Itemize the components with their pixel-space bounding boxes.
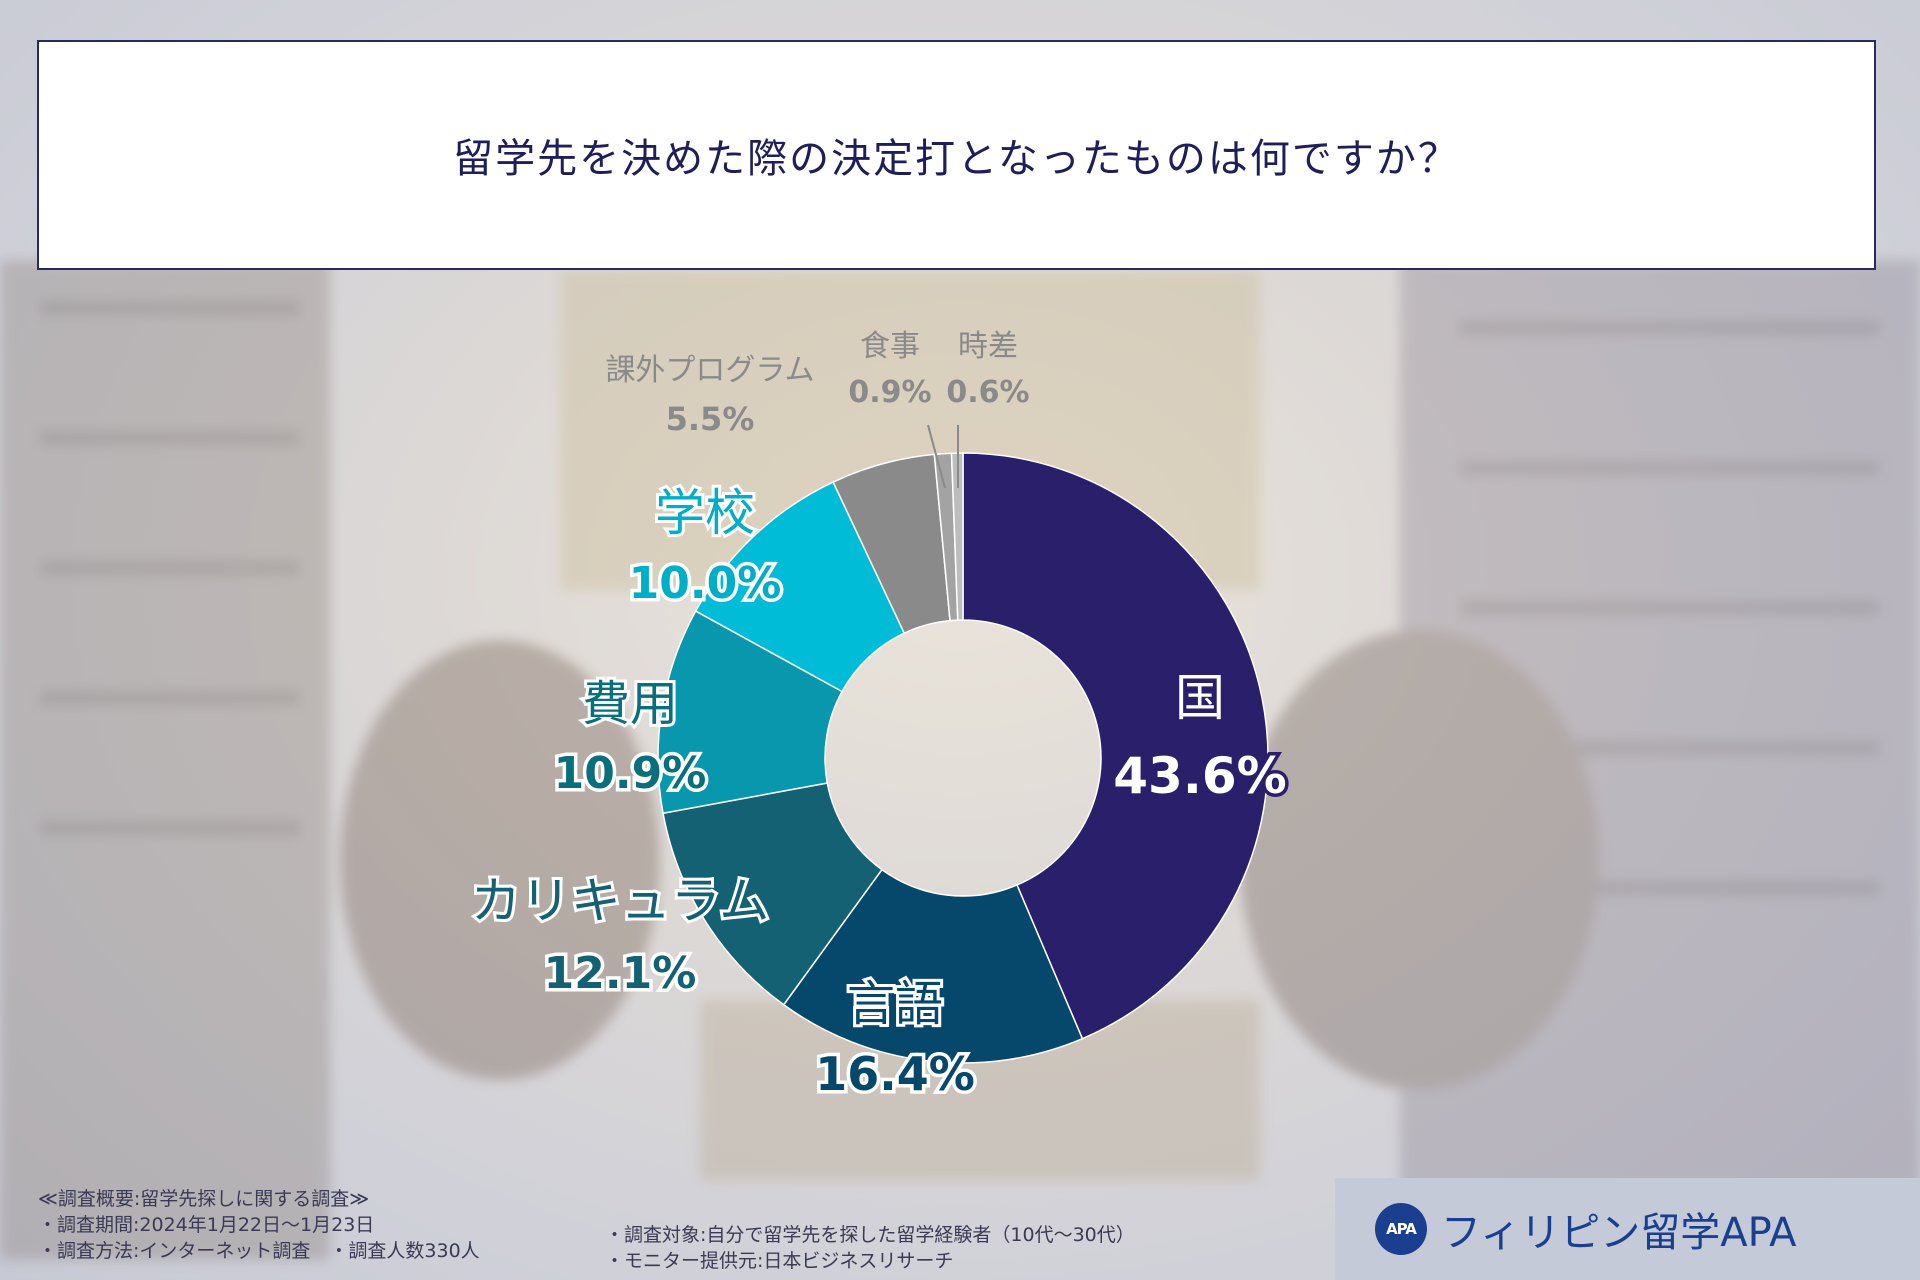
slice-value-4: 10.0% [629, 558, 782, 609]
slice-value-3: 10.9% [554, 748, 707, 799]
notes-method: ・調査方法:インターネット調査 ・調査人数330人 [38, 1240, 480, 1262]
apa-logo-icon: APA [1375, 1203, 1427, 1255]
notes-monitor: ・モニター提供元:日本ビジネスリサーチ [605, 1250, 954, 1272]
leader-line-1 [927, 424, 946, 489]
slice-label-2: カリキュラム [471, 872, 770, 930]
slice-value-5: 5.5% [666, 400, 755, 438]
leader-line-0 [877, 494, 906, 519]
slice-3 [657, 610, 844, 815]
notes-period: ・調査期間:2024年1月22日～1月23日 [38, 1214, 375, 1236]
chart-title: 留学先を決めた際の決定打となったものは何ですか？ [453, 136, 1460, 182]
slice-label-5: 課外プログラム [605, 353, 814, 388]
slice-label-0: 国 [1175, 669, 1225, 727]
slice-2 [662, 782, 883, 1006]
slice-label-3: 費用 [582, 676, 678, 732]
slice-value-1: 16.4% [815, 1047, 975, 1101]
slice-label-1: 言語 [847, 976, 943, 1032]
slice-4 [694, 481, 906, 693]
slice-label-6: 食事 [860, 329, 920, 364]
slice-7 [950, 452, 964, 621]
slice-value-6: 0.9% [848, 375, 931, 410]
slice-label-7: 時差 [958, 329, 1018, 364]
slice-value-0: 43.6% [1113, 747, 1286, 805]
notes-target: ・調査対象:自分で留学先を探した留学経験者（10代～30代） [605, 1224, 1135, 1246]
title-box: 留学先を決めた際の決定打となったものは何ですか？ [37, 40, 1876, 270]
survey-notes: ≪調査概要:留学先探しに関する調査≫ ・調査期間:2024年1月22日～1月23… [38, 1186, 1338, 1276]
slice-1 [782, 868, 1084, 1064]
slice-0 [962, 452, 1269, 1040]
brand-logo: APA フィリピン留学APA [1335, 1178, 1920, 1280]
slice-value-7: 0.6% [946, 375, 1029, 410]
slice-label-4: 学校 [655, 484, 755, 542]
notes-heading: ≪調査概要:留学先探しに関する調査≫ [38, 1188, 370, 1210]
logo-text: フィリピン留学APA [1441, 1210, 1797, 1256]
slice-value-2: 12.1% [544, 948, 697, 999]
